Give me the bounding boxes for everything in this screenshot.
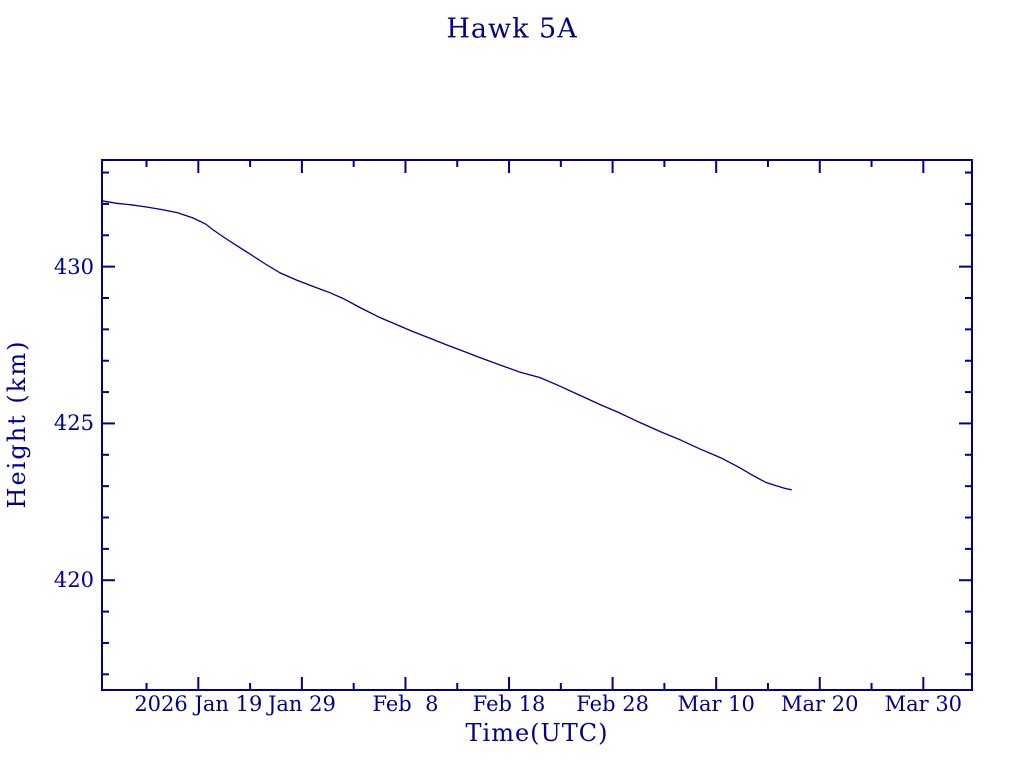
y-tick-label: 425 — [53, 411, 94, 436]
height-curve — [101, 200, 792, 491]
y-tick-label: 420 — [53, 568, 94, 593]
y-tick-label: 430 — [53, 254, 94, 279]
x-tick-label: Feb 8 — [372, 692, 439, 716]
x-tick-label: Jan 29 — [267, 692, 336, 716]
x-tick-label: Mar 20 — [781, 692, 859, 716]
plot-border — [101, 159, 973, 691]
x-tick-label: Feb 18 — [472, 692, 546, 716]
x-tick-label: Mar 10 — [677, 692, 755, 716]
x-tick-label: 2026 Jan 19 — [134, 692, 263, 716]
x-tick-label: Feb 28 — [576, 692, 649, 716]
chart-title: Hawk 5A — [446, 13, 578, 45]
x-tick-label: Mar 30 — [884, 692, 963, 716]
x-axis-title: Time(UTC) — [465, 719, 609, 747]
